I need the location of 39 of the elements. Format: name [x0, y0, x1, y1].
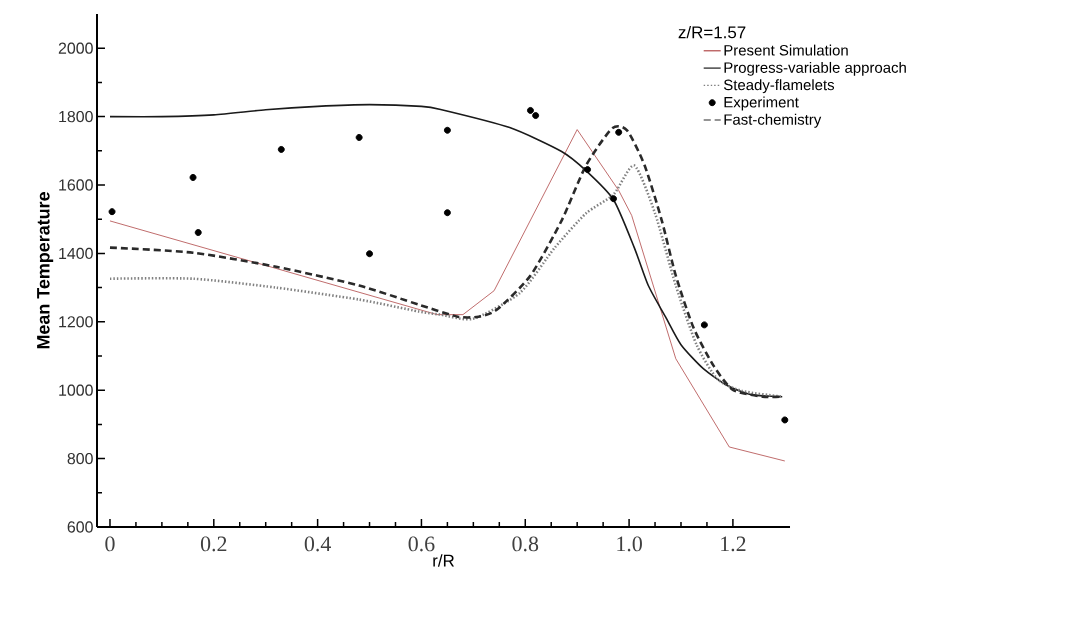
y-tick-label: 1800	[59, 110, 93, 123]
point	[194, 229, 202, 237]
point	[189, 173, 197, 181]
legend-title: z/R=1.57	[678, 25, 746, 39]
legend-label: Present Simulation	[724, 44, 848, 56]
point	[700, 321, 708, 329]
legend-label: Experiment	[724, 96, 799, 111]
y-tick-label: 1000	[59, 384, 93, 396]
y-tick-label: 800	[67, 452, 93, 465]
legend-label: Fast-chemistry	[724, 113, 822, 128]
y-tick-label: 1600	[59, 179, 93, 191]
y-tick-label: 600	[67, 521, 93, 533]
y-tick-label: 1400	[59, 247, 93, 260]
point	[610, 195, 617, 203]
point	[108, 208, 116, 216]
point	[355, 133, 363, 141]
x-tick-label: 0.2	[200, 536, 227, 552]
y-tick-label: 2000	[58, 42, 93, 54]
legend-label: Steady-flamelets	[723, 79, 835, 94]
point	[277, 145, 285, 153]
y-tick-label: 1200	[59, 316, 93, 328]
x-tick-label: 0.8	[512, 536, 539, 552]
point	[532, 112, 540, 120]
point	[366, 250, 374, 258]
x-tick-label: 1.0	[617, 536, 642, 552]
point	[526, 106, 534, 114]
x-axis-title: r/R	[433, 554, 455, 567]
x-tick-label: 0	[105, 536, 115, 552]
point	[443, 126, 451, 134]
legend-label: Progress-variable approach	[724, 61, 906, 76]
point	[584, 166, 592, 174]
point	[615, 128, 623, 136]
x-tick-label: 0.6	[408, 536, 435, 552]
y-axis-title: Mean Temperature	[37, 192, 54, 349]
x-tick-label: 0.4	[304, 536, 331, 552]
x-tick-label: 1.2	[721, 536, 746, 552]
point	[781, 416, 789, 424]
line-series	[109, 129, 786, 462]
point	[443, 209, 451, 217]
